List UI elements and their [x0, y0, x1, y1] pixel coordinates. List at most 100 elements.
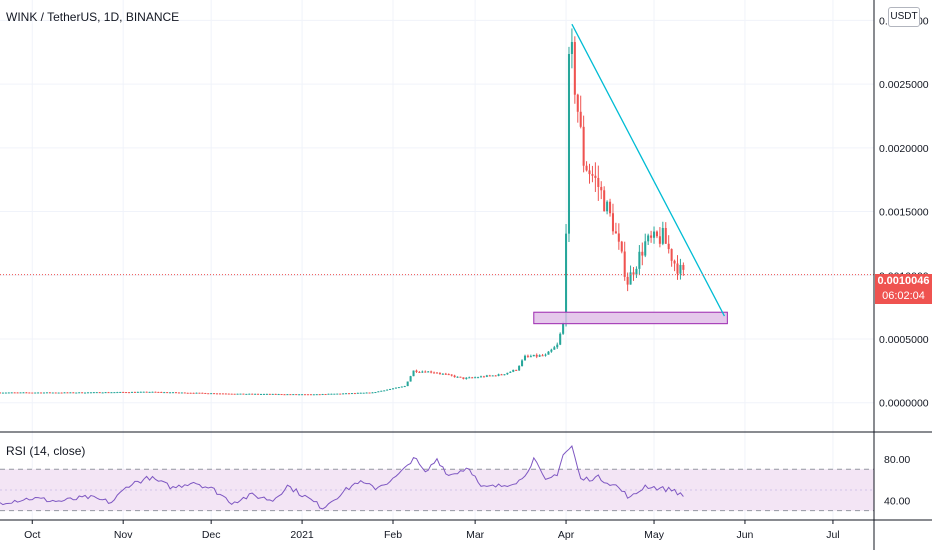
candle-body — [119, 391, 122, 393]
candle-body — [81, 392, 84, 394]
rsi-pane[interactable] — [0, 444, 874, 512]
candle-body — [130, 391, 134, 393]
candle-body — [412, 370, 415, 377]
candle-body — [142, 391, 145, 393]
candle-body — [579, 111, 582, 127]
rsi-indicator-title[interactable]: RSI (14, close) — [6, 444, 86, 458]
candle-body — [7, 392, 10, 394]
candle-body — [570, 42, 573, 55]
candle-body — [347, 393, 351, 395]
support-zone-rectangle — [533, 311, 728, 325]
candle-body — [676, 263, 679, 274]
candle-body — [626, 276, 629, 285]
candle-body — [447, 374, 450, 376]
candle-body — [515, 369, 518, 371]
grid — [0, 0, 874, 520]
candle-body — [295, 394, 298, 396]
candle-body — [157, 391, 160, 393]
candle-body — [468, 377, 471, 379]
countdown-label: 06:02:04 — [875, 289, 932, 304]
candle-body — [389, 389, 392, 391]
candle-body — [521, 360, 524, 366]
candle-body — [262, 393, 265, 395]
candle-body — [28, 392, 31, 394]
candle-body — [400, 386, 403, 388]
candle-body — [283, 394, 286, 396]
candle-body — [10, 392, 13, 394]
candle-body — [95, 392, 98, 394]
candle-body — [312, 394, 315, 396]
candle-body — [653, 231, 656, 238]
price-axis-tick-label: 0.0005000 — [879, 334, 929, 346]
candle-body — [424, 371, 427, 373]
candle-body — [573, 42, 576, 95]
candle-body — [488, 375, 491, 377]
candle-body — [353, 393, 356, 395]
candle-body — [101, 392, 104, 394]
candle-body — [494, 375, 497, 377]
candle-body — [368, 392, 371, 394]
candle-body — [4, 392, 7, 394]
candle-body — [482, 376, 485, 378]
candle-body — [113, 392, 116, 394]
candle-body — [75, 392, 78, 394]
candle-body — [479, 376, 483, 378]
candle-body — [503, 374, 506, 376]
candle-body — [512, 369, 515, 372]
candle-body — [450, 374, 453, 376]
candle-body — [553, 347, 556, 350]
candle-body — [541, 355, 544, 357]
candle-body — [597, 177, 600, 187]
candle-body — [60, 392, 63, 394]
candle-body — [274, 393, 277, 395]
candle-body — [31, 392, 34, 394]
candle-body — [242, 393, 245, 395]
candle-body — [54, 392, 57, 394]
price-axis-tick-label: 0.0025000 — [879, 79, 929, 91]
candle-body — [128, 392, 131, 394]
price-pane[interactable] — [0, 23, 874, 396]
candle-body — [306, 394, 309, 396]
candle-body — [664, 227, 667, 244]
candle-body — [465, 377, 468, 379]
candle-body — [620, 241, 623, 252]
candle-body — [453, 375, 456, 378]
candle-body — [588, 170, 591, 175]
candle-body — [532, 354, 535, 357]
candle-body — [565, 233, 568, 324]
candle-body — [72, 392, 75, 394]
candle-body — [377, 391, 380, 393]
candle-body — [594, 175, 597, 178]
time-axis-tick-label: Oct — [24, 529, 40, 541]
candle-body — [66, 392, 69, 394]
chart-title: WINK / TetherUS, 1D, BINANCE — [6, 10, 180, 24]
candle-body — [145, 391, 148, 393]
candle-body — [386, 389, 389, 391]
currency-button[interactable]: USDT — [888, 7, 920, 27]
candle-body — [139, 391, 142, 393]
candle-body — [397, 387, 400, 389]
price-axis-tick-label: 0.0020000 — [879, 143, 929, 155]
candle-body — [42, 392, 46, 394]
candle-body — [500, 374, 503, 376]
candle-body — [286, 394, 289, 396]
candle-body — [133, 391, 136, 393]
candle-body — [303, 394, 307, 396]
candle-body — [333, 393, 336, 395]
candle-body — [98, 392, 101, 394]
candle-body — [345, 393, 348, 395]
candle-body — [635, 268, 638, 275]
time-axis-tick-label: Dec — [202, 529, 221, 541]
candle-body — [427, 371, 430, 373]
candle-body — [477, 377, 480, 379]
candle-body — [359, 392, 362, 394]
candle-body — [638, 251, 641, 269]
candle-body — [623, 251, 626, 277]
candle-body — [183, 392, 186, 394]
candle-body — [544, 354, 547, 356]
candle-body — [177, 392, 180, 394]
candle-body — [529, 356, 532, 358]
candle-body — [679, 264, 682, 274]
candle-body — [641, 251, 644, 256]
